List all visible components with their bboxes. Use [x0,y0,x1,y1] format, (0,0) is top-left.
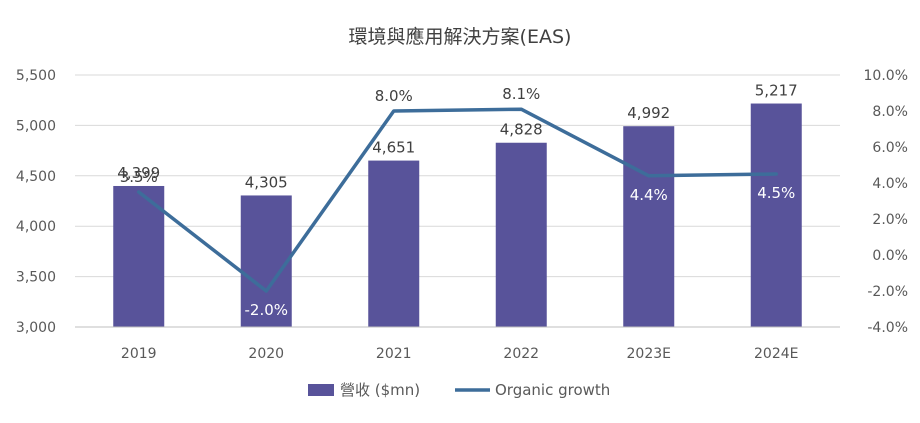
y-left-tick-label: 4,000 [16,219,56,235]
revenue-bar [113,185,165,327]
revenue-data-label: 5,217 [755,82,798,100]
y-right-tick-label: 0.0% [872,248,908,264]
growth-data-label: 4.5% [757,184,795,202]
revenue-data-label: 4,305 [245,173,288,191]
growth-data-label: -2.0% [244,301,288,319]
growth-data-label: 4.4% [630,186,668,204]
axes: 3,000 3,500 4,000 4,500 5,000 5,500 -4.0% -2.0%… [16,68,908,362]
y-right-tick-label: 4.0% [872,176,908,192]
y-right-tick-label: 2.0% [872,212,908,228]
y-left-tick-label: 3,000 [16,320,56,336]
chart-title: 環境與應用解決方案(EAS) [349,25,572,48]
revenue-bar [750,103,802,327]
y-left-tick-label: 3,500 [16,270,56,286]
legend: 營收 ($mn) Organic growth [308,381,610,399]
gridlines [75,74,840,328]
x-tick-label: 2019 [121,346,157,362]
growth-line-group [137,107,778,293]
legend-label-growth: Organic growth [495,381,610,399]
organic-growth-line [137,107,778,293]
x-tick-label: 2023E [627,346,671,362]
y-right-tick-label: 8.0% [872,104,908,120]
revenue-bar [240,195,292,327]
revenue-bars [113,103,802,328]
legend-label-revenue: 營收 ($mn) [340,381,420,399]
y-left-tick-label: 5,000 [16,118,56,134]
legend-swatch-revenue [308,384,334,396]
y-right-tick-label: 6.0% [872,140,908,156]
y-right-tick-label: -4.0% [867,320,908,336]
x-tick-label: 2022 [503,346,539,362]
revenue-bar [368,160,420,327]
y-left-tick-label: 4,500 [16,169,56,185]
growth-data-label: 8.1% [502,85,540,103]
growth-data-label: 8.0% [375,87,413,105]
revenue-data-label: 4,992 [627,104,670,122]
growth-data-label: 3.5% [120,168,158,186]
y-right-tick-label: -2.0% [867,284,908,300]
revenue-data-label: 4,828 [500,121,543,139]
data-labels: 4,399 4,305 4,651 4,828 4,992 5,217 3.5% -2.0% 8… [117,82,797,319]
x-tick-label: 2024E [754,346,798,362]
y-right-tick-label: 10.0% [864,68,908,84]
revenue-bar [623,126,675,328]
revenue-data-label: 4,399 [117,164,160,182]
revenue-bar [495,142,547,327]
x-tick-label: 2021 [376,346,412,362]
x-tick-label: 2020 [248,346,284,362]
y-left-tick-label: 5,500 [16,68,56,84]
revenue-data-label: 4,651 [372,139,415,157]
